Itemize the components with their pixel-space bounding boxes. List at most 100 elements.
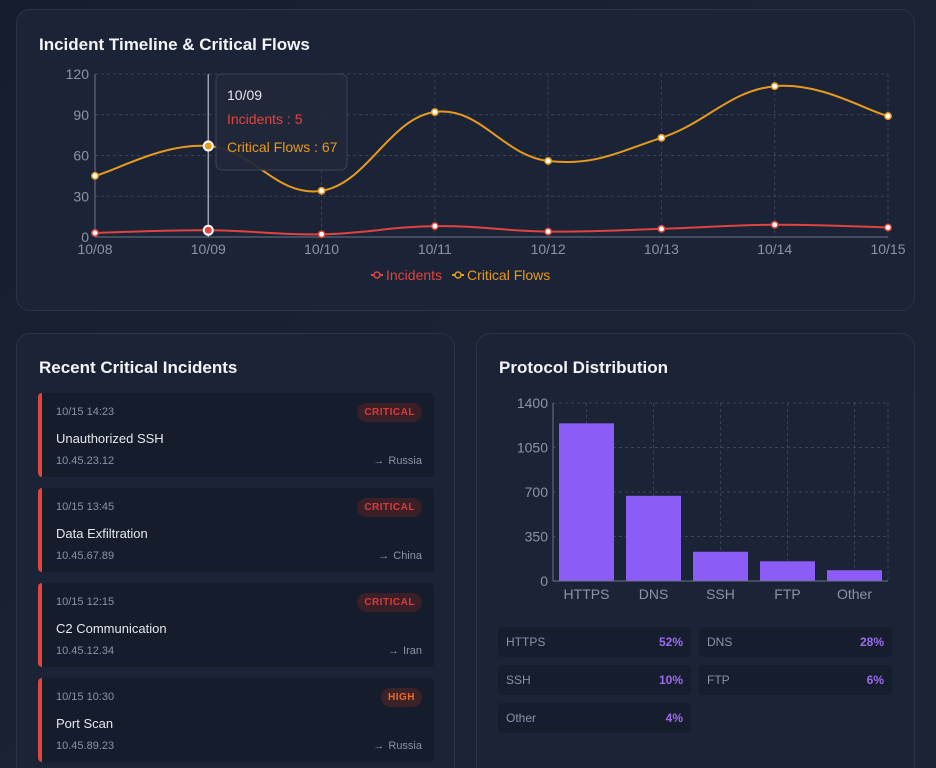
- bar: [626, 495, 681, 581]
- incident-destination: → Iran: [388, 645, 422, 657]
- arrow-right-icon: →: [388, 645, 400, 657]
- data-point: [770, 220, 779, 229]
- series-line-critical-flows: [94, 84, 889, 193]
- y-tick-label: 120: [66, 66, 90, 82]
- data-point: [884, 223, 892, 232]
- bar: [559, 423, 614, 581]
- legend-item: Incidents: [371, 267, 442, 283]
- incident-item[interactable]: 10/15 10:30 HIGH Port Scan 10.45.89.23 →…: [38, 678, 434, 762]
- incident-ip: 10.45.67.89: [56, 550, 115, 562]
- data-point: [317, 230, 326, 239]
- tooltip-incidents: Incidents : 5: [227, 111, 303, 127]
- arrow-right-icon: →: [373, 455, 385, 467]
- bar: [827, 570, 882, 581]
- destination-label: Russia: [388, 455, 422, 467]
- protocol-title: Protocol Distribution: [499, 358, 669, 377]
- timeline-card: Incident Timeline & Critical Flows: [16, 9, 915, 311]
- x-tick-label: 10/14: [757, 241, 792, 257]
- incident-item[interactable]: 10/15 12:15 CRITICAL C2 Communication 10…: [38, 583, 434, 667]
- bar: [693, 551, 748, 581]
- tooltip-date: 10/09: [227, 87, 262, 103]
- data-point: [884, 112, 892, 121]
- incidents-title: Recent Critical Incidents: [39, 358, 238, 377]
- x-tick-label: 10/11: [418, 241, 452, 257]
- data-point: [544, 227, 553, 236]
- data-point: [657, 133, 666, 142]
- x-tick-label: 10/13: [644, 241, 679, 257]
- series-line-incidents: [94, 223, 889, 236]
- protocol-stat: DNS 28%: [699, 627, 892, 657]
- protocol-stat-label: SSH: [506, 673, 531, 687]
- severity-badge: CRITICAL: [357, 593, 422, 612]
- protocol-stat: Other 4%: [498, 703, 691, 733]
- incident-destination: → Russia: [373, 740, 422, 752]
- x-tick-label: DNS: [639, 586, 669, 602]
- arrow-right-icon: →: [378, 550, 390, 562]
- destination-label: China: [393, 550, 422, 562]
- destination-label: Russia: [388, 740, 422, 752]
- y-tick-label: 0: [540, 573, 548, 589]
- incident-name: Data Exfiltration: [56, 526, 148, 541]
- x-tick-label: Other: [837, 586, 872, 602]
- incident-name: C2 Communication: [56, 621, 167, 636]
- destination-label: Iran: [403, 645, 422, 657]
- x-tick-label: SSH: [706, 586, 735, 602]
- data-point: [430, 108, 439, 116]
- protocol-stat-percent: 10%: [658, 673, 683, 687]
- x-tick-label: HTTPS: [564, 586, 610, 602]
- incident-time: 10/15 10:30: [56, 691, 115, 703]
- protocol-stat-label: FTP: [707, 673, 730, 687]
- protocol-bar-chart[interactable]: 0 350 700 1050 1400 HTTPS DNS SSH FTP Other: [476, 380, 916, 610]
- severity-badge: CRITICAL: [357, 498, 422, 517]
- incident-time: 10/15 12:15: [56, 596, 115, 608]
- x-tick-label: 10/08: [77, 241, 112, 257]
- timeline-title: Incident Timeline & Critical Flows: [39, 35, 310, 54]
- y-tick-label: 1050: [517, 440, 548, 456]
- y-tick-label: 350: [525, 529, 549, 545]
- data-point: [91, 171, 99, 180]
- x-tick-label: 10/10: [304, 241, 339, 257]
- x-tick-label: FTP: [774, 586, 800, 602]
- incident-time: 10/15 14:23: [56, 406, 115, 418]
- legend-marker-icon: [373, 271, 381, 279]
- y-tick-label: 0: [81, 229, 89, 245]
- bar: [760, 561, 815, 581]
- incident-ip: 10.45.89.23: [56, 740, 115, 752]
- timeline-chart[interactable]: 0 30 60 90 120 10/08 10/09 10/10 10/11 10/12 10/13…: [0, 0, 936, 310]
- tooltip-critical-flows: Critical Flows : 67: [227, 139, 338, 155]
- protocol-stat: FTP 6%: [699, 665, 892, 695]
- data-point: [770, 82, 779, 91]
- data-point: [91, 228, 99, 237]
- incident-destination: → China: [378, 550, 422, 562]
- protocol-stat-percent: 28%: [859, 635, 884, 649]
- data-point: [202, 224, 214, 236]
- legend-label: Incidents: [386, 267, 442, 283]
- incident-item[interactable]: 10/15 14:23 CRITICAL Unauthorized SSH 10…: [38, 393, 434, 477]
- incident-name: Port Scan: [56, 716, 114, 731]
- data-point: [430, 222, 439, 231]
- incident-time: 10/15 13:45: [56, 501, 115, 513]
- protocol-stat-percent: 4%: [665, 711, 683, 725]
- incident-item[interactable]: 10/15 13:45 CRITICAL Data Exfiltration 1…: [38, 488, 434, 572]
- y-tick-label: 700: [525, 484, 549, 500]
- data-point: [657, 224, 666, 233]
- y-tick-label: 1400: [517, 395, 548, 411]
- protocol-stat-label: Other: [506, 711, 537, 725]
- severity-badge: HIGH: [381, 688, 422, 707]
- y-tick-label: 90: [73, 107, 89, 123]
- legend-label: Critical Flows: [467, 267, 550, 283]
- protocol-stat-percent: 6%: [866, 673, 884, 687]
- protocol-stat: HTTPS 52%: [498, 627, 691, 657]
- protocol-stat-percent: 52%: [658, 635, 683, 649]
- legend-item: Critical Flows: [452, 267, 550, 283]
- y-tick-label: 30: [73, 188, 89, 204]
- protocol-stat: SSH 10%: [498, 665, 691, 695]
- x-tick-label: 10/15: [870, 241, 905, 257]
- x-tick-label: 10/12: [531, 241, 566, 257]
- severity-badge: CRITICAL: [357, 403, 422, 422]
- protocol-stat-label: HTTPS: [506, 635, 546, 649]
- incident-name: Unauthorized SSH: [56, 431, 164, 446]
- incident-ip: 10.45.23.12: [56, 455, 115, 467]
- incidents-card: Recent Critical Incidents 10/15 14:23 CR…: [16, 333, 455, 768]
- protocol-card: Protocol Distribution HTTPS 52% DNS 28% …: [476, 333, 915, 768]
